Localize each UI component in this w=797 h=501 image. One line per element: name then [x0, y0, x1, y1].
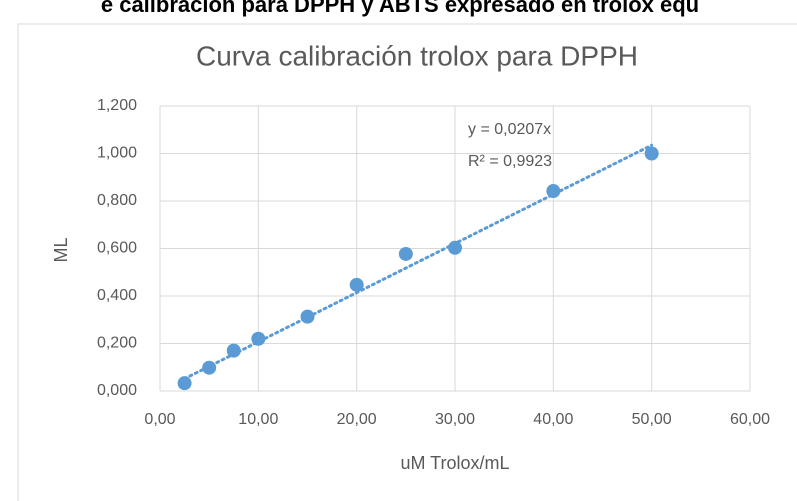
r-squared: R² = 0,9923 — [468, 153, 552, 170]
y-tick-label: 1,200 — [97, 97, 137, 114]
data-point — [202, 360, 217, 375]
data-point — [300, 309, 315, 324]
x-tick-label: 20,00 — [337, 411, 377, 428]
data-point — [448, 240, 462, 255]
y-axis-label: ML — [51, 237, 71, 262]
y-tick-label: 0,800 — [97, 192, 137, 209]
data-point — [546, 184, 561, 199]
y-tick-label: 0,600 — [97, 240, 137, 257]
x-tick-label: 0,00 — [144, 411, 175, 428]
x-tick-label: 30,00 — [435, 411, 475, 428]
x-tick-label: 50,00 — [632, 411, 672, 428]
data-point — [644, 146, 659, 161]
data-point — [177, 376, 192, 391]
x-tick-label: 10,00 — [238, 411, 278, 428]
x-axis-label: uM Trolox/mL — [400, 453, 509, 473]
x-tick-label: 40,00 — [533, 411, 573, 428]
y-tick-label: 1,000 — [97, 145, 137, 162]
page-heading: e calibración para DPPH y ABTS expresado… — [101, 0, 699, 17]
y-tick-label: 0,200 — [97, 335, 137, 352]
x-tick-label: 60,00 — [730, 411, 770, 428]
trendline-equation: y = 0,0207x — [468, 121, 551, 138]
chart-title: Curva calibración trolox para DPPH — [196, 40, 638, 71]
data-point — [398, 246, 413, 261]
y-tick-label: 0,400 — [97, 287, 137, 304]
data-point — [349, 277, 364, 292]
data-point — [226, 343, 241, 358]
y-tick-label: 0,000 — [97, 382, 137, 399]
data-point — [251, 331, 266, 346]
chart-frame — [17, 23, 797, 501]
